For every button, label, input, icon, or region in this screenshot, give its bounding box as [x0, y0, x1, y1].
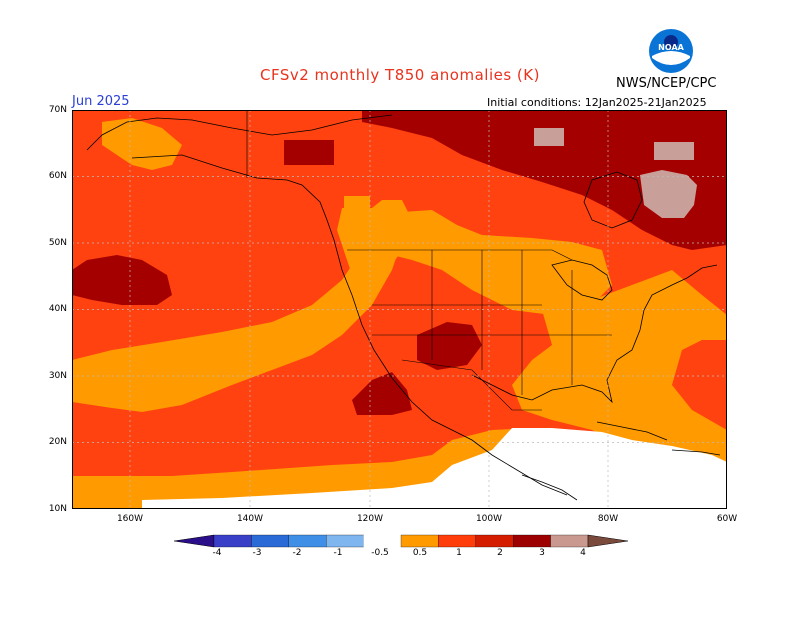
colorbar-label-neg3: -3 [252, 548, 262, 558]
colorbar-end-high [587, 534, 628, 548]
graticule [72, 110, 727, 509]
initial-conditions: Initial conditions: 12Jan2025-21Jan2025 [487, 96, 707, 109]
anomaly-region-orange-pacific-band [72, 205, 402, 412]
colorbar-segment [251, 534, 289, 548]
anomaly-region-darkred-baja [352, 372, 412, 415]
lat-label-10n: 10N [48, 504, 67, 514]
map-frame [72, 110, 727, 509]
colorbar-end-low [174, 534, 215, 548]
lon-label-160w: 160W [116, 514, 144, 524]
lon-label-120w: 120W [356, 514, 384, 524]
noaa-logo-text: NOAA [658, 43, 684, 52]
noaa-logo: NOAA [648, 28, 694, 74]
anomaly-region-orange-small [344, 196, 370, 212]
political-borders [246, 110, 612, 411]
anomaly-region-pink-hudson [640, 170, 697, 218]
map-title: CFSv2 monthly T850 anomalies (K) [260, 66, 540, 84]
anomaly-region-darkred-north [362, 110, 727, 250]
colorbar-segment [288, 534, 327, 548]
lon-label-60w: 60W [716, 514, 738, 524]
colorbar-label-2: 2 [497, 548, 503, 558]
colorbar-segment [475, 534, 514, 548]
forecast-month: Jun 2025 [72, 94, 130, 109]
colorbar-segment [326, 534, 364, 548]
anomaly-region-orange-east [512, 270, 727, 455]
agency-label: NWS/NCEP/CPC [616, 76, 717, 91]
colorbar-label-4: 4 [580, 548, 586, 558]
colorbar-label-neg0-5: -0.5 [371, 548, 389, 558]
colorbar-label-neg4: -4 [212, 548, 222, 558]
lat-label-30n: 30N [48, 371, 67, 381]
anomaly-region-darkred-arctic [284, 140, 334, 165]
anomaly-region-pink-arctic-2 [654, 142, 694, 160]
colorbar-segment [438, 534, 476, 548]
lat-label-20n: 20N [48, 437, 67, 447]
colorbar-label-neg2: -2 [292, 548, 302, 558]
anomaly-region-neutral-south [142, 428, 727, 509]
anomaly-region-orange-alaska [102, 118, 182, 170]
colorbar-label-1: 1 [456, 548, 462, 558]
coastlines [86, 114, 721, 501]
colorbar-segment [363, 535, 401, 547]
anomaly-region-darkred-pacific [72, 255, 172, 305]
lon-label-100w: 100W [475, 514, 503, 524]
lat-label-40n: 40N [48, 304, 67, 314]
anomaly-map [72, 110, 727, 509]
lat-label-50n: 50N [48, 238, 67, 248]
colorbar [174, 534, 628, 548]
colorbar-label-3: 3 [539, 548, 545, 558]
anomaly-region-pink-arctic-1 [534, 128, 564, 146]
colorbar-segment [550, 534, 589, 548]
colorbar-segment [513, 534, 551, 548]
colorbar-label-neg1: -1 [333, 548, 343, 558]
colorbar-segment [400, 534, 439, 548]
colorbar-label-0-5: 0.5 [412, 548, 428, 558]
lat-label-70n: 70N [48, 105, 67, 115]
lat-label-60n: 60N [48, 171, 67, 181]
anomaly-region-orange-canada [372, 210, 612, 315]
lon-label-80w: 80W [597, 514, 619, 524]
anomaly-region-darkred-sw-us [417, 322, 482, 370]
colorbar-segment [213, 534, 252, 548]
lon-label-140w: 140W [236, 514, 264, 524]
